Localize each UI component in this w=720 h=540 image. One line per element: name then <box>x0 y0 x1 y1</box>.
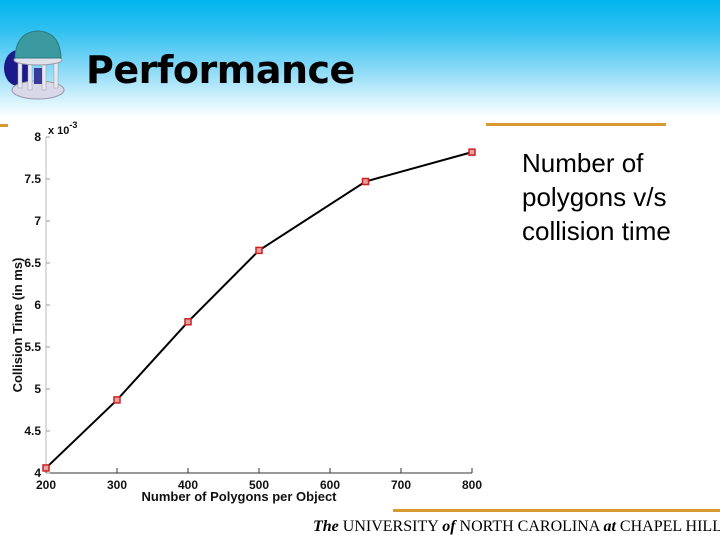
y-tick-label: 4 <box>34 466 41 480</box>
x-tick-label: 500 <box>249 478 269 492</box>
data-point-marker <box>468 148 476 156</box>
x-axis-label: Number of Polygons per Object <box>141 489 337 504</box>
footer-the: The <box>313 518 339 535</box>
chart-axes: 200 300 400 500 600 700 800 4 4.5 5 5.5 6 6.5 7 7.5 8 x … <box>10 120 482 504</box>
x-tick-label: 200 <box>36 478 56 492</box>
slide-header: Performance <box>0 0 720 118</box>
y-tick-label: 6.5 <box>24 256 41 270</box>
y-tick-label: 7 <box>34 214 41 228</box>
x-tick-label: 600 <box>320 478 340 492</box>
footer-ch: CHAPEL HILL <box>615 518 720 535</box>
data-point-marker <box>255 246 263 255</box>
footer-university: UNIVERSITY <box>338 518 443 535</box>
y-axis-label: Collision Time (in ms) <box>10 258 25 393</box>
footer-of: of <box>442 518 456 535</box>
university-footer: The UNIVERSITY of NORTH CAROLINA at CHAP… <box>313 518 720 536</box>
footer-at: at <box>603 518 616 535</box>
x-tick-label: 300 <box>107 478 127 492</box>
x-tick-label: 400 <box>178 478 198 492</box>
data-point-marker <box>42 464 50 472</box>
y-tick-label: 7.5 <box>24 172 41 186</box>
accent-rule-right <box>486 123 666 126</box>
y-tick-label: 5 <box>34 382 41 396</box>
slide-title: Performance <box>86 48 355 92</box>
y-tick-label: 6 <box>34 298 41 312</box>
x-tick-label: 700 <box>391 478 411 492</box>
old-well-icon <box>4 30 65 100</box>
chart-series <box>42 148 476 472</box>
x-tick-label: 800 <box>462 478 482 492</box>
data-point-marker <box>113 396 121 404</box>
y-tick-label: 8 <box>34 130 41 144</box>
data-point-marker <box>184 318 192 326</box>
footer-nc: NORTH CAROLINA <box>455 518 604 535</box>
data-line <box>45 151 473 469</box>
y-multiplier: x 10-3 <box>48 120 77 137</box>
y-tick-label: 4.5 <box>24 424 41 438</box>
accent-rule-bottom <box>393 509 720 512</box>
side-caption: Number of polygons v/s collision time <box>522 148 671 246</box>
y-tick-label: 5.5 <box>24 340 41 354</box>
accent-rule-left <box>0 124 8 127</box>
line-chart: 200 300 400 500 600 700 800 4 4.5 5 5.5 6 6.5 7 7.5 8 x … <box>10 120 482 504</box>
data-point-marker <box>361 177 370 186</box>
